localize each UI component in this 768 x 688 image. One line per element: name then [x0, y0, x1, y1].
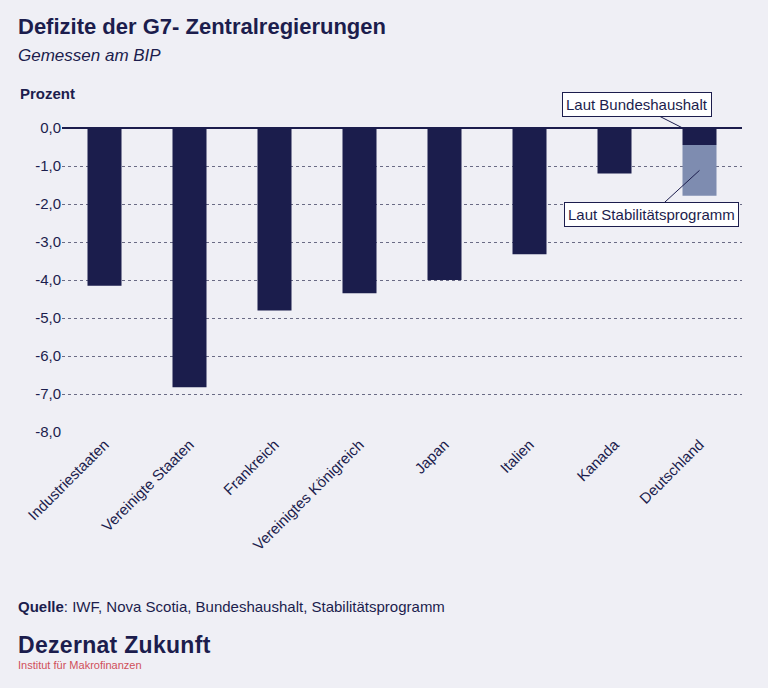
- svg-text:Deutschland: Deutschland: [636, 436, 707, 507]
- svg-text:Prozent: Prozent: [20, 85, 75, 102]
- svg-text:Japan: Japan: [411, 436, 452, 477]
- svg-text:-7,0: -7,0: [35, 385, 61, 402]
- html-text:Gemessen am BIP: Gemessen am BIP: [18, 46, 161, 65]
- svg-text:-3,0: -3,0: [35, 233, 61, 250]
- svg-text:Vereinigte Staaten: Vereinigte Staaten: [98, 436, 197, 535]
- svg-text:Frankreich: Frankreich: [220, 436, 282, 498]
- svg-text:-4,0: -4,0: [35, 271, 61, 288]
- svg-text:-8,0: -8,0: [35, 423, 61, 440]
- svg-text:Laut Bundeshaushalt: Laut Bundeshaushalt: [566, 96, 708, 113]
- html-text:Dezernat Zukunft: Dezernat Zukunft: [18, 632, 211, 658]
- html-text:Quelle: IWF, Nova Scotia, Bund: Quelle: IWF, Nova Scotia, Bundeshaushalt…: [18, 598, 445, 615]
- svg-text:Kanada: Kanada: [573, 435, 622, 484]
- svg-text:Laut Stabilitätsprogramm: Laut Stabilitätsprogramm: [568, 206, 735, 223]
- svg-text:0,0: 0,0: [40, 119, 61, 136]
- svg-text:-2,0: -2,0: [35, 195, 61, 212]
- svg-text:Industriestaaten: Industriestaaten: [24, 436, 112, 524]
- svg-text:-6,0: -6,0: [35, 347, 61, 364]
- svg-text:Italien: Italien: [497, 436, 537, 476]
- html-text:Institut für Makrofinanzen: Institut für Makrofinanzen: [18, 659, 142, 671]
- html-text:Defizite der G7- Zentralregier: Defizite der G7- Zentralregierungen: [18, 14, 386, 39]
- svg-text:Vereinigtes Königreich: Vereinigtes Königreich: [249, 436, 367, 554]
- svg-text:-1,0: -1,0: [35, 157, 61, 174]
- svg-text:-5,0: -5,0: [35, 309, 61, 326]
